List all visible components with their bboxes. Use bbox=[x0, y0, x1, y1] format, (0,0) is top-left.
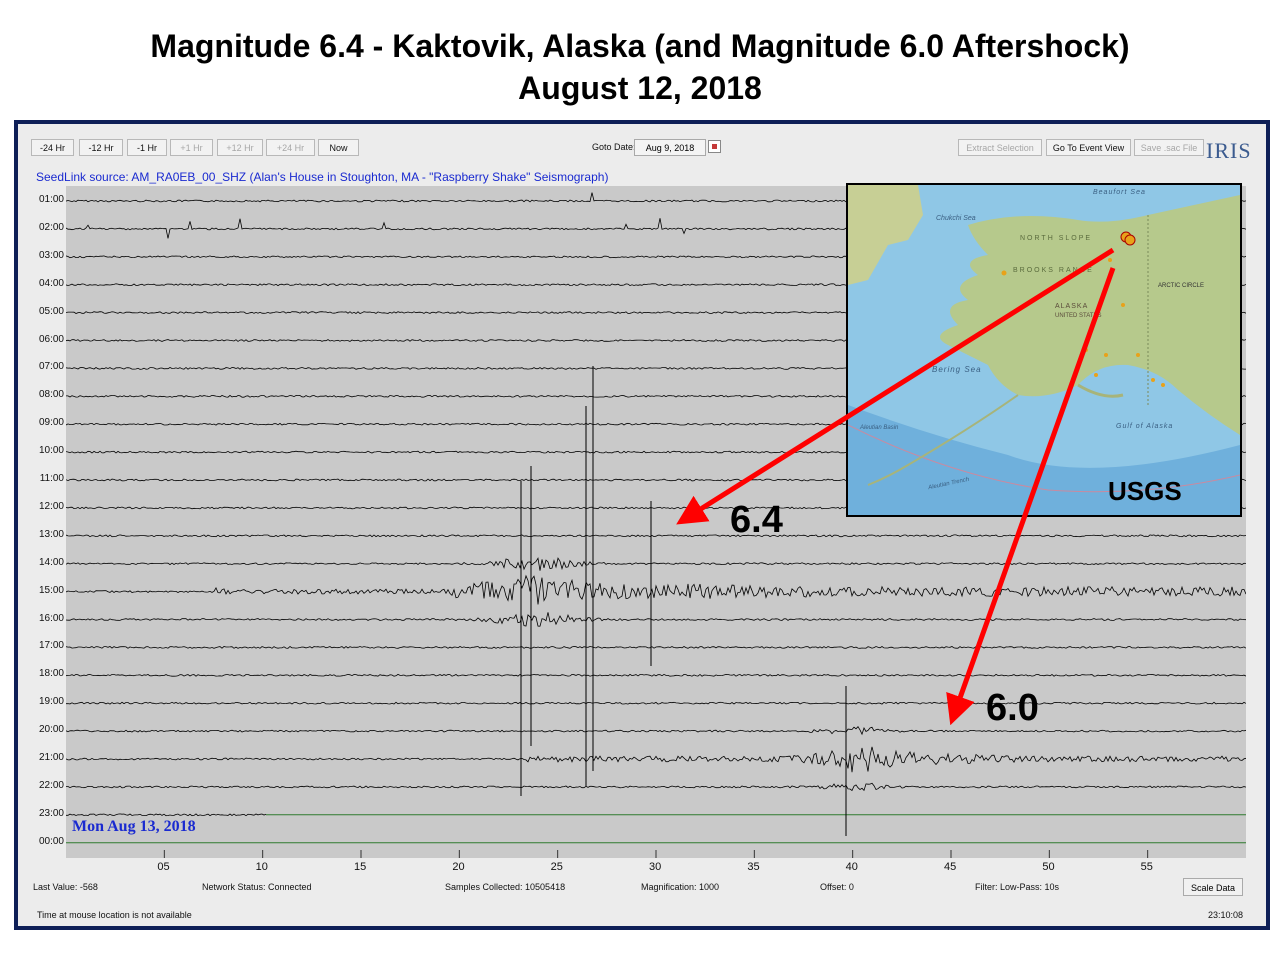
map-label-alaska: ALASKA bbox=[1055, 303, 1089, 310]
hour-label: 04:00 bbox=[38, 277, 64, 289]
hour-label: 12:00 bbox=[38, 500, 64, 512]
seismogram-row-trace bbox=[66, 645, 1246, 649]
hour-label: 23:00 bbox=[38, 807, 64, 819]
alaska-inset-map: Beaufort Sea Chukchi Sea NORTH SLOPE BRO… bbox=[846, 183, 1242, 517]
seedlink-source-label: SeedLink source: AM_RA0EB_00_SHZ (Alan's… bbox=[36, 170, 609, 184]
hour-label: 17:00 bbox=[38, 640, 64, 652]
hour-label: 14:00 bbox=[38, 556, 64, 568]
seismogram-row-trace bbox=[66, 782, 1246, 792]
map-label-beaufort-sea: Beaufort Sea bbox=[1093, 189, 1146, 196]
minute-tick-label: 40 bbox=[845, 861, 858, 873]
hour-label: 01:00 bbox=[38, 194, 64, 205]
day-label: Mon Aug 13, 2018 bbox=[72, 818, 196, 835]
go-to-event-view-button[interactable]: Go To Event View bbox=[1046, 139, 1131, 156]
seismogram-row-trace bbox=[66, 726, 1246, 736]
hour-label: 19:00 bbox=[38, 696, 64, 708]
seismogram-row-trace bbox=[66, 557, 1246, 571]
magnification-status: Magnification: 1000 bbox=[641, 882, 720, 892]
save-sac-file-button[interactable]: Save .sac File bbox=[1134, 139, 1204, 156]
seismogram-row-trace bbox=[66, 574, 1246, 605]
usgs-credit: USGS bbox=[1108, 476, 1182, 506]
hour-label: 02:00 bbox=[38, 221, 64, 233]
minute-tick-label: 20 bbox=[452, 861, 465, 873]
minute-tick-label: 15 bbox=[354, 861, 367, 873]
minute-tick-label: 55 bbox=[1140, 861, 1153, 873]
map-label-united-states: UNITED STATES bbox=[1055, 313, 1102, 319]
plus-24-hr-button[interactable]: +24 Hr bbox=[266, 139, 315, 156]
minus-1-hr-button[interactable]: -1 Hr bbox=[127, 139, 167, 156]
plus-1-hr-button[interactable]: +1 Hr bbox=[170, 139, 213, 156]
plus-12-hr-button[interactable]: +12 Hr bbox=[217, 139, 263, 156]
map-label-gulf-of-alaska: Gulf of Alaska bbox=[1116, 423, 1174, 430]
map-label-brooks-range: BROOKS RANGE bbox=[1013, 267, 1094, 274]
offset-status: Offset: 0 bbox=[820, 882, 854, 892]
clock-label: 23:10:08 bbox=[1208, 910, 1244, 920]
minute-tick-label: 05 bbox=[157, 861, 170, 873]
last-value-status: Last Value: -568 bbox=[33, 882, 98, 892]
hour-label: 18:00 bbox=[38, 668, 64, 680]
calendar-icon[interactable] bbox=[708, 140, 721, 153]
minute-tick-label: 25 bbox=[550, 861, 563, 873]
samples-collected-status: Samples Collected: 10505418 bbox=[445, 882, 566, 892]
seismogram-row-trace bbox=[66, 612, 1246, 627]
hour-label: 13:00 bbox=[38, 528, 64, 540]
iris-logo: IRIS bbox=[1206, 138, 1252, 163]
minus-12-hr-button[interactable]: -12 Hr bbox=[79, 139, 123, 156]
seismogram-row-trace bbox=[66, 673, 1246, 677]
goto-date-label: Goto Date: bbox=[592, 142, 636, 152]
hour-label: 22:00 bbox=[38, 779, 64, 791]
hour-label: 08:00 bbox=[38, 389, 64, 401]
now-button[interactable]: Now bbox=[318, 139, 359, 156]
map-label-north-slope: NORTH SLOPE bbox=[1020, 235, 1093, 242]
hour-label: 16:00 bbox=[38, 612, 64, 624]
map-label-aleutian-basin: Aleutian Basin bbox=[860, 425, 899, 431]
minute-tick-label: 50 bbox=[1042, 861, 1055, 873]
hour-label: 11:00 bbox=[39, 473, 64, 484]
hour-label: 21:00 bbox=[38, 752, 64, 763]
filter-status: Filter: Low-Pass: 10s bbox=[975, 882, 1060, 892]
seismogram-row-trace bbox=[66, 746, 1246, 773]
hour-label: 20:00 bbox=[38, 724, 64, 736]
hour-label: 07:00 bbox=[38, 361, 64, 373]
mainshock-magnitude-label: 6.4 bbox=[730, 499, 783, 541]
scale-data-button[interactable]: Scale Data bbox=[1183, 878, 1243, 896]
hour-label: 15:00 bbox=[38, 584, 64, 596]
seismogram-row-trace bbox=[66, 701, 1246, 705]
mouse-time-status: Time at mouse location is not available bbox=[37, 910, 192, 920]
extract-selection-button[interactable]: Extract Selection bbox=[958, 139, 1042, 156]
goto-date-field[interactable]: Aug 9, 2018 bbox=[634, 139, 706, 156]
hour-label: 06:00 bbox=[38, 333, 64, 345]
network-status: Network Status: Connected bbox=[202, 882, 312, 892]
minute-tick-label: 10 bbox=[255, 861, 268, 873]
hour-label: 09:00 bbox=[38, 417, 64, 429]
hour-label: 05:00 bbox=[38, 305, 64, 317]
minute-tick-label: 45 bbox=[944, 861, 957, 873]
hour-label: 00:00 bbox=[38, 835, 64, 847]
minute-tick-label: 35 bbox=[747, 861, 760, 873]
slide-title: Magnitude 6.4 - Kaktovik, Alaska (and Ma… bbox=[150, 28, 1130, 64]
seismogram-row-trace bbox=[66, 534, 1246, 538]
minute-tick-label: 30 bbox=[649, 861, 662, 873]
hour-label: 10:00 bbox=[38, 445, 64, 457]
hour-label: 03:00 bbox=[38, 249, 64, 261]
map-label-chukchi-sea: Chukchi Sea bbox=[936, 215, 976, 222]
map-label-arctic-circle: ARCTIC CIRCLE bbox=[1158, 283, 1205, 289]
map-label-bering-sea: Bering Sea bbox=[932, 365, 982, 374]
slide-date: August 12, 2018 bbox=[518, 70, 762, 106]
seismogram-row-trace bbox=[66, 813, 267, 817]
minus-24-hr-button[interactable]: -24 Hr bbox=[31, 139, 74, 156]
aftershock-magnitude-label: 6.0 bbox=[986, 687, 1039, 729]
